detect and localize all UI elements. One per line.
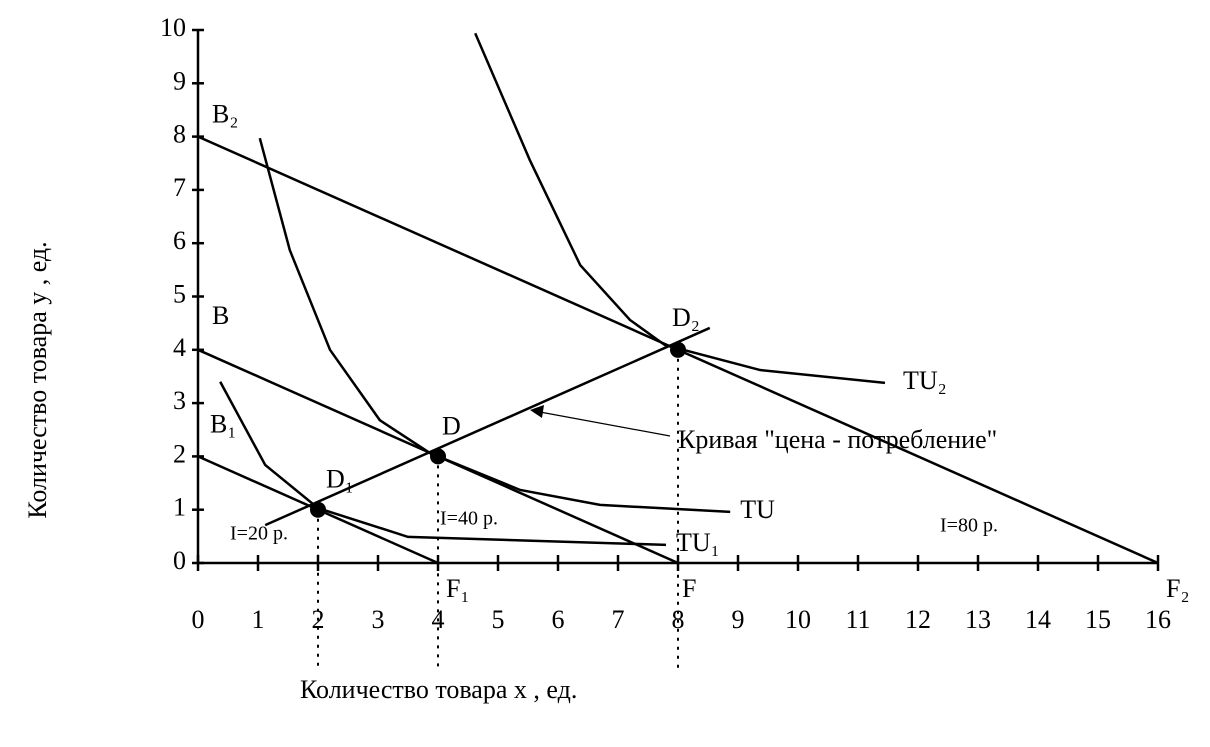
x-tick-label: 3 [372,605,385,634]
budget-start-label: B₂ [212,100,238,129]
x-tick-label: 10 [785,605,811,634]
x-tick-label: 15 [1085,605,1111,634]
x-tick-label: 5 [492,605,505,634]
point [310,501,326,518]
budget-start-label: B [212,301,229,330]
point-label: D [442,411,461,440]
x-tick-label: 14 [1025,605,1051,634]
point [670,341,686,358]
arrow [539,411,671,437]
curve [264,326,711,527]
budget-end-label: F [682,574,696,603]
y-tick-label: 9 [173,66,186,95]
point-label: D₂ [672,303,700,332]
x-tick-label: 7 [612,605,625,634]
x-tick-label: 9 [732,605,745,634]
point-label: D₁ [326,465,354,494]
y-tick-label: 2 [173,439,186,468]
x-tick-label: 0 [192,605,205,634]
y-tick-label: 10 [160,13,186,42]
budget-label: I=40 р. [440,508,498,530]
curve [258,137,731,514]
y-tick-label: 3 [173,386,186,415]
x-tick-label: 16 [1145,605,1171,634]
y-tick-label: 4 [173,333,186,362]
budget-end-label: F₁ [446,574,470,603]
y-tick-label: 8 [173,120,186,149]
y-tick-label: 5 [173,279,186,308]
arrow-head [530,405,544,418]
curve-label: TU₁ [676,528,720,557]
point [430,448,446,465]
curve-label: Кривая "цена - потребление" [678,425,997,454]
curve [474,32,886,385]
x-tick-label: 6 [552,605,565,634]
x-tick-label: 1 [252,605,265,634]
x-tick-label: 12 [905,605,931,634]
curve-label: TU₂ [903,366,947,395]
x-tick-label: 11 [845,605,870,634]
x-tick-label: 8 [672,605,685,634]
y-tick-label: 0 [173,546,186,575]
budget-label: I=20 р. [230,523,288,545]
y-tick-label: 1 [173,493,186,522]
curve-label: TU [740,495,775,524]
y-tick-label: 6 [173,226,186,255]
y-tick-label: 7 [173,173,186,202]
x-axis-label: Количество товара x , ед. [300,675,577,704]
budget-start-label: B₁ [210,409,236,438]
y-axis-label: Количество товара y , ед. [23,241,52,518]
x-tick-label: 13 [965,605,991,634]
budget-label: I=80 р. [940,515,998,537]
budget-end-label: F₂ [1166,574,1190,603]
